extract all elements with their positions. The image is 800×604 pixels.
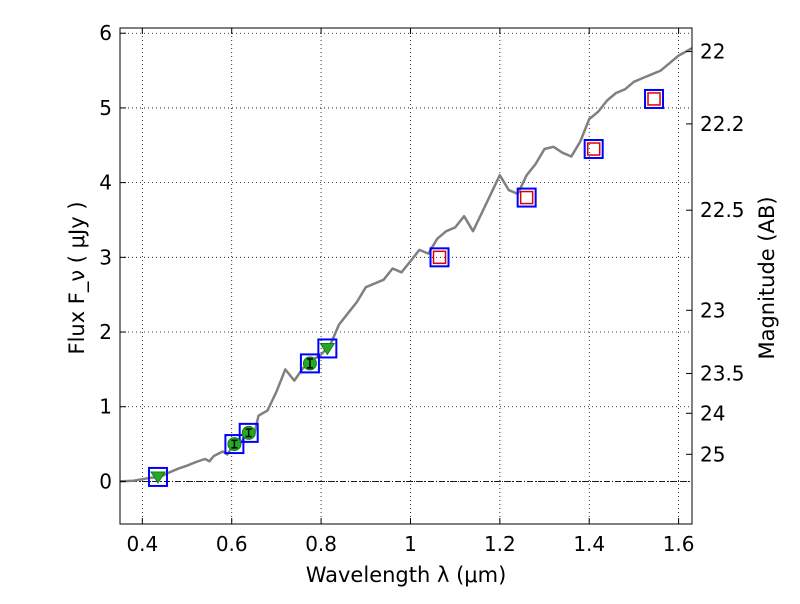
plot-frame [119, 27, 693, 525]
model-photometry-square [644, 88, 665, 109]
y2-tick-label: 24 [700, 401, 725, 425]
axis-ticks [120, 28, 692, 524]
x-tick-label: 1.6 [663, 532, 695, 556]
y-tick-label: 1 [99, 395, 112, 419]
x-tick-label: 0.4 [126, 532, 158, 556]
model-photometry-square [516, 187, 537, 208]
tick-labels: 0.4 0.6 0.8 1 1.2 1.4 1.601234562222.222.52323… [99, 21, 744, 556]
upper-limit-square [647, 92, 661, 106]
y-tick-label: 4 [99, 171, 112, 195]
model-photometry-square [224, 434, 245, 455]
spectrum-line [119, 47, 693, 483]
photometry-markers [147, 88, 665, 487]
x-tick-label: 0.6 [216, 532, 248, 556]
y-tick-label: 3 [99, 245, 112, 269]
x-tick-label: 1.2 [484, 532, 516, 556]
y-tick-label: 5 [99, 96, 112, 120]
y2-tick-label: 23 [700, 298, 725, 322]
model-photometry-square [429, 247, 450, 268]
model-photometry-square [317, 338, 338, 359]
y2-tick-label: 22.2 [700, 112, 745, 136]
upper-limit-square [586, 142, 601, 156]
upper-limit-triangle [319, 342, 336, 356]
x-axis-title: Wavelength λ (μm) [306, 563, 507, 587]
upper-limit-square [432, 250, 447, 265]
y2-axis-title: Magnitude (AB) [755, 196, 779, 359]
y2-tick-label: 22 [700, 40, 725, 64]
upper-limit-triangle [150, 471, 166, 484]
y-tick-label: 0 [99, 469, 112, 493]
model-photometry-square [147, 466, 168, 487]
y2-tick-label: 22.5 [700, 198, 745, 222]
model-photometry-square [583, 139, 604, 160]
y2-tick-label: 25 [700, 442, 725, 466]
y2-tick-label: 23.5 [700, 361, 745, 385]
model-photometry-square [238, 422, 259, 443]
x-tick-label: 1.4 [573, 532, 605, 556]
x-tick-label: 0.8 [305, 532, 337, 556]
upper-limit-square [519, 190, 534, 205]
y-tick-label: 2 [99, 320, 112, 344]
y-tick-label: 6 [99, 21, 112, 45]
x-tick-label: 1 [404, 532, 417, 556]
model-photometry-square [299, 353, 320, 374]
model-spectrum [119, 47, 693, 483]
y-axis-title: Flux F_ν ( μJy ) [65, 201, 90, 354]
